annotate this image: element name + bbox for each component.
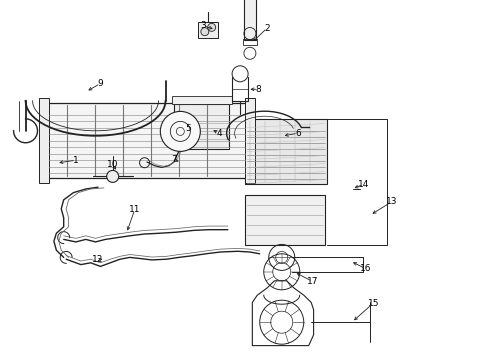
Text: 4: 4 (216, 129, 222, 138)
Bar (243, 39, 257, 45)
Text: 16: 16 (360, 264, 372, 274)
Text: 14: 14 (358, 180, 369, 189)
Text: 9: 9 (98, 79, 103, 88)
Text: 12: 12 (92, 256, 104, 264)
Text: 6: 6 (295, 129, 301, 138)
Circle shape (208, 23, 216, 31)
Bar (173, 104, 228, 149)
Bar (198, 22, 218, 37)
Text: 3: 3 (200, 22, 206, 31)
Bar (245, 118, 327, 184)
Text: 11: 11 (129, 205, 141, 214)
Text: 10: 10 (107, 160, 119, 169)
Text: 8: 8 (256, 85, 262, 94)
Text: 15: 15 (368, 299, 379, 307)
Text: 7: 7 (171, 155, 177, 164)
Text: 2: 2 (264, 24, 270, 33)
Text: 13: 13 (386, 197, 398, 206)
Text: 17: 17 (307, 277, 318, 286)
Circle shape (160, 111, 200, 152)
Bar (172, 96, 232, 104)
Bar (245, 98, 254, 183)
Text: 5: 5 (185, 125, 191, 134)
Circle shape (201, 28, 209, 36)
Bar (47, 103, 246, 178)
Bar (244, 0, 256, 40)
Bar (39, 98, 49, 183)
Text: 1: 1 (73, 156, 79, 165)
Circle shape (107, 170, 119, 183)
Bar (245, 195, 325, 245)
